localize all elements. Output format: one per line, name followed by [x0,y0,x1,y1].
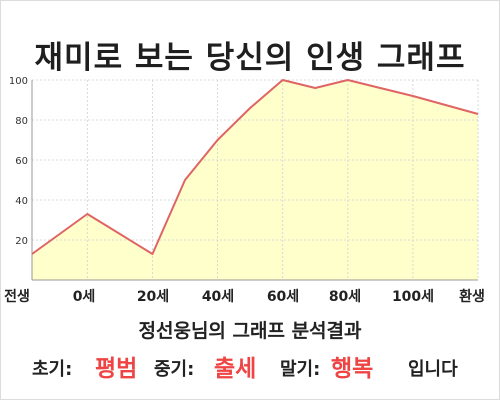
series-line [31,79,479,255]
analysis-summary: 정선웅님의 그래프 분석결과 [138,320,362,342]
result-ending: 입니다 [408,359,458,380]
late-stage-label: 말기: [280,359,321,380]
area-fill [32,80,478,280]
x-tick-label: 전생 [4,288,30,305]
x-tick-label: 환생 [459,288,485,305]
y-tick-label: 100 [9,76,28,87]
x-tick-label: 40세 [202,289,234,305]
late-stage-value: 행복 [331,356,374,382]
middle-stage-label: 중기: [154,359,195,380]
x-tick-label: 80세 [329,289,361,305]
middle-stage-value: 출세 [214,356,257,382]
early-stage-value: 평범 [95,356,138,382]
x-tick-label: 60세 [267,289,299,305]
x-tick-label: 0세 [73,289,96,305]
analysis-result-line: 초기: 평범 중기: 출세 말기: 행복 입니다 [0,344,500,384]
y-tick-label: 80 [15,116,28,127]
y-tick-label: 20 [15,236,28,247]
early-stage-label: 초기: [32,359,73,380]
y-tick-label: 40 [15,196,28,207]
x-tick-label: 100세 [392,289,434,305]
chart-title: 재미로 보는 당신의 인생 그래프 [34,40,466,76]
y-tick-label: 60 [15,156,28,167]
x-tick-label: 20세 [137,289,169,305]
